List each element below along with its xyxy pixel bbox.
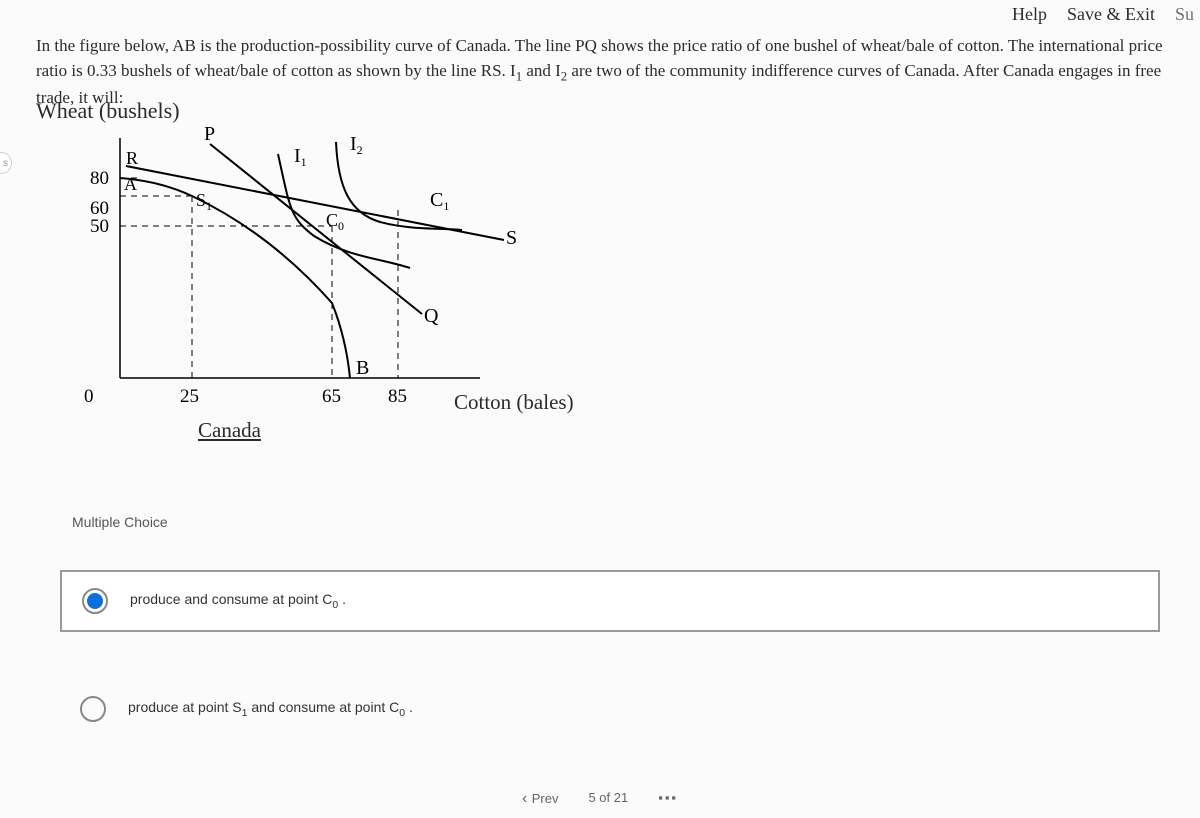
nav-bar: Prev 5 of 21 ▪▪▪ bbox=[0, 790, 1200, 818]
label-C0: C0 bbox=[326, 210, 344, 233]
question-counter: 5 of 21 bbox=[588, 790, 628, 805]
label-P: P bbox=[204, 123, 215, 145]
label-R: R bbox=[126, 148, 138, 168]
label-S1: S1 bbox=[196, 190, 212, 213]
country-label: Canada bbox=[198, 418, 261, 443]
line-PQ bbox=[210, 144, 422, 314]
ytick-80: 80 bbox=[90, 168, 109, 189]
help-link[interactable]: Help bbox=[1012, 4, 1047, 25]
origin-label: 0 bbox=[84, 386, 94, 407]
radio-unselected-icon[interactable] bbox=[80, 696, 106, 722]
label-C1: C1 bbox=[430, 189, 449, 213]
label-B: B bbox=[356, 357, 369, 379]
curve-I2 bbox=[336, 142, 462, 230]
multiple-choice-header: Multiple Choice bbox=[72, 514, 168, 530]
ppc-curve bbox=[120, 178, 350, 378]
option-b-label: produce at point S1 and consume at point… bbox=[128, 699, 413, 719]
xtick-85: 85 bbox=[388, 386, 407, 407]
label-I2: I2 bbox=[350, 133, 363, 157]
curve-I1 bbox=[278, 154, 410, 268]
option-b[interactable]: produce at point S1 and consume at point… bbox=[60, 680, 1160, 738]
xtick-25: 25 bbox=[180, 386, 199, 407]
option-a[interactable]: produce and consume at point C0 . bbox=[60, 570, 1160, 632]
label-Q: Q bbox=[424, 305, 439, 327]
scroll-stub: s bbox=[0, 152, 12, 174]
label-S: S bbox=[506, 227, 517, 249]
top-toolbar: Help Save & Exit Su bbox=[1012, 4, 1194, 25]
x-axis-title: Cotton (bales) bbox=[454, 390, 574, 415]
xtick-65: 65 bbox=[322, 386, 341, 407]
label-I1: I1 bbox=[294, 145, 307, 169]
question-text: In the figure below, AB is the productio… bbox=[36, 34, 1172, 110]
label-A: A bbox=[124, 174, 137, 194]
submit-link-partial[interactable]: Su bbox=[1175, 4, 1194, 25]
option-a-label: produce and consume at point C0 . bbox=[130, 591, 346, 611]
prev-button[interactable]: Prev bbox=[522, 790, 559, 808]
radio-selected-icon[interactable] bbox=[82, 588, 108, 614]
save-exit-link[interactable]: Save & Exit bbox=[1067, 4, 1155, 25]
nav-menu-icon[interactable]: ▪▪▪ bbox=[658, 790, 678, 805]
ytick-50: 50 bbox=[90, 216, 109, 237]
